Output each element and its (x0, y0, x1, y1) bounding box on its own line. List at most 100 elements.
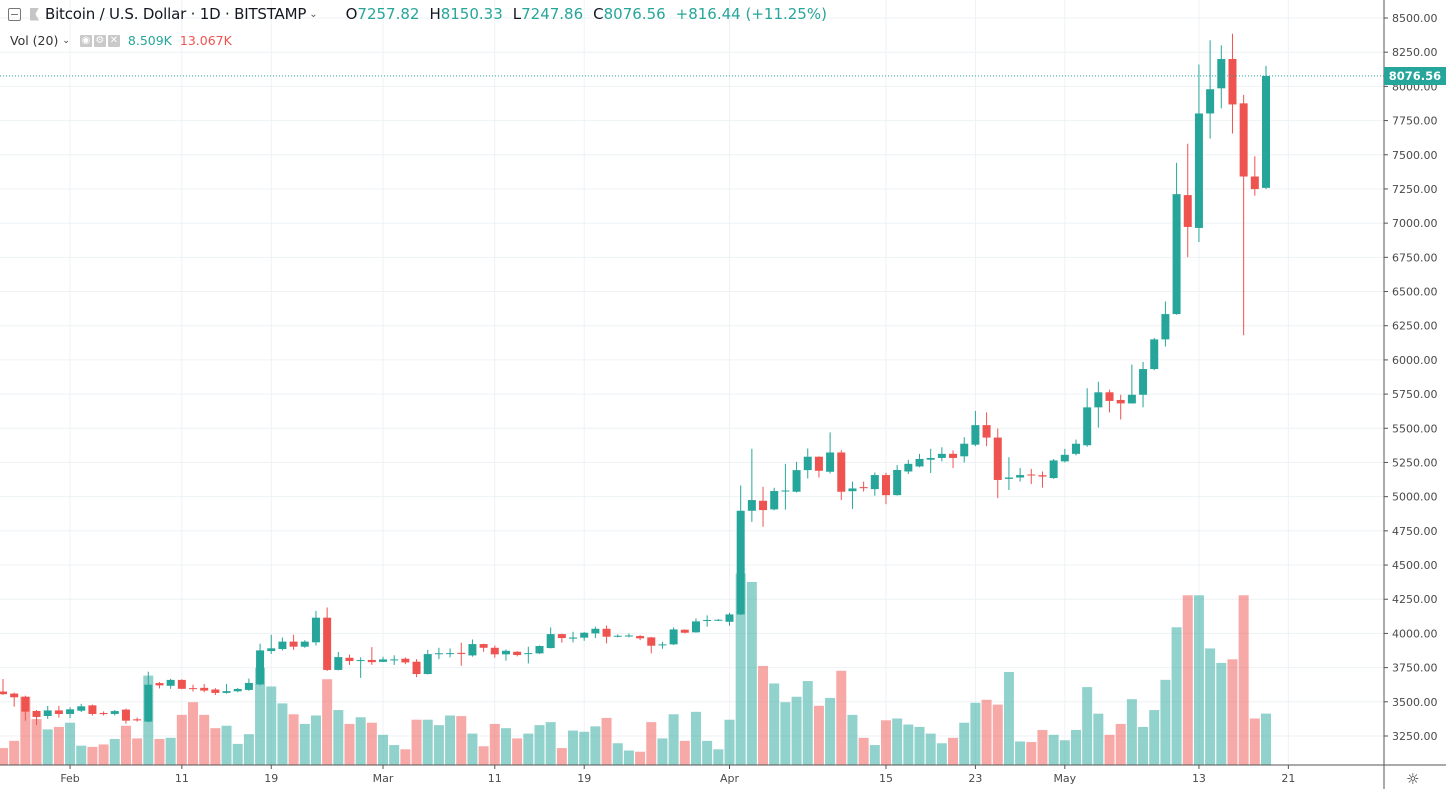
volume-bar (87, 746, 98, 765)
volume-value: 8.509K (127, 33, 172, 48)
volume-bar (65, 722, 76, 765)
volume-bar (277, 703, 288, 765)
chevron-down-icon[interactable]: ⌄ (309, 8, 318, 20)
volume-bar (635, 751, 646, 765)
price-tick-label: 7750.00 (1392, 115, 1438, 128)
price-tick-label: 6250.00 (1392, 320, 1438, 333)
candle-body (166, 679, 175, 686)
symbol-title[interactable]: Bitcoin / U.S. Dollar · 1D · BITSTAMP (45, 5, 307, 23)
volume-bar (590, 726, 601, 765)
symbol-legend: Bitcoin / U.S. Dollar · 1D · BITSTAMP ⌄ … (8, 5, 827, 23)
candle-body (1083, 407, 1092, 446)
price-tick-label: 6500.00 (1392, 286, 1438, 299)
volume-bar (1160, 679, 1171, 765)
volume-bar (568, 730, 579, 765)
candle-body (144, 684, 153, 722)
price-tick-label: 7500.00 (1392, 149, 1438, 162)
volume-bar (199, 714, 210, 765)
volume-bar (869, 745, 880, 765)
volume-bar (445, 715, 456, 765)
candle-body (1016, 475, 1025, 478)
candle-body (256, 650, 265, 685)
candle-body (759, 500, 768, 511)
candle-body (21, 696, 30, 712)
volume-bar (914, 726, 925, 765)
candle-body (1004, 477, 1013, 479)
candle-body (244, 682, 253, 690)
volume-bar (1149, 710, 1160, 765)
volume-indicator-label[interactable]: Vol (20) (10, 33, 59, 48)
volume-bar (769, 683, 780, 765)
volume-bar (1261, 713, 1272, 765)
price-tick-label: 4250.00 (1392, 593, 1438, 606)
candle-body (982, 425, 991, 438)
volume-bar (1249, 718, 1260, 765)
close-icon[interactable]: ✕ (107, 34, 120, 47)
price-tick-label: 5500.00 (1392, 422, 1438, 435)
volume-bar (478, 746, 489, 765)
candle-body (1049, 460, 1058, 479)
volume-bar (31, 719, 42, 765)
candle-body (32, 710, 41, 717)
volume-bar (500, 728, 511, 765)
candle-body (1206, 89, 1215, 114)
volume-bar (758, 665, 769, 765)
candle-body (189, 688, 198, 690)
volume-bar (981, 699, 992, 765)
volume-bar (1037, 729, 1048, 765)
flag-icon[interactable] (30, 7, 39, 21)
candle-body (658, 644, 667, 646)
volume-bar (411, 719, 422, 765)
volume-bar (545, 722, 556, 765)
eye-icon[interactable]: ◉ (79, 34, 92, 47)
candle-body (993, 437, 1002, 480)
volume-bar (713, 749, 724, 765)
candle-body (1150, 339, 1159, 370)
volume-bar (1182, 595, 1193, 765)
volume-bar (657, 738, 668, 765)
candle-body (926, 457, 935, 460)
gear-icon[interactable]: ⚙ (93, 34, 106, 47)
candle-body (1228, 59, 1237, 105)
candles (0, 33, 1271, 726)
volume-bar (20, 696, 31, 765)
candle-body (0, 691, 7, 695)
volume-bar (53, 726, 64, 765)
settings-icon[interactable]: ☼ (1406, 770, 1420, 788)
candle-body (479, 644, 488, 648)
volume-bar (232, 743, 243, 765)
time-axis[interactable]: Feb 11 19 Mar 11 19 Apr 15 23 May 13 21 (0, 764, 1446, 785)
volume-bar (266, 686, 277, 765)
candle-body (960, 443, 969, 457)
volume-bar (858, 737, 869, 765)
volume-bar (9, 740, 20, 765)
candle-body (1250, 176, 1259, 190)
volume-bar (1171, 627, 1182, 765)
volume-bar (702, 740, 713, 765)
candle-body (1027, 474, 1036, 476)
candle-body (311, 617, 320, 643)
volume-bar (1048, 734, 1059, 765)
price-axis[interactable]: 8500.008250.008000.007750.007500.007250.… (1383, 0, 1438, 789)
collapse-legend-button[interactable] (8, 7, 21, 21)
candle-body (289, 641, 298, 647)
candle-body (636, 636, 645, 639)
chevron-down-icon[interactable]: ⌄ (62, 35, 70, 46)
time-tick-label: Mar (373, 772, 394, 785)
candle-body (54, 710, 63, 714)
volume-bar (98, 744, 109, 765)
candle-body (1127, 394, 1136, 404)
volume-bar (366, 722, 377, 765)
volume-bar (512, 738, 523, 765)
candle-body (513, 651, 522, 656)
volume-bar (120, 725, 131, 765)
candle-body (43, 710, 52, 717)
volume-bar (42, 729, 53, 765)
candle-body (803, 456, 812, 471)
volume-bar (433, 725, 444, 765)
candle-body (971, 425, 980, 445)
volume-bar (467, 733, 478, 765)
candle-body (837, 452, 846, 492)
candle-body (468, 644, 477, 656)
